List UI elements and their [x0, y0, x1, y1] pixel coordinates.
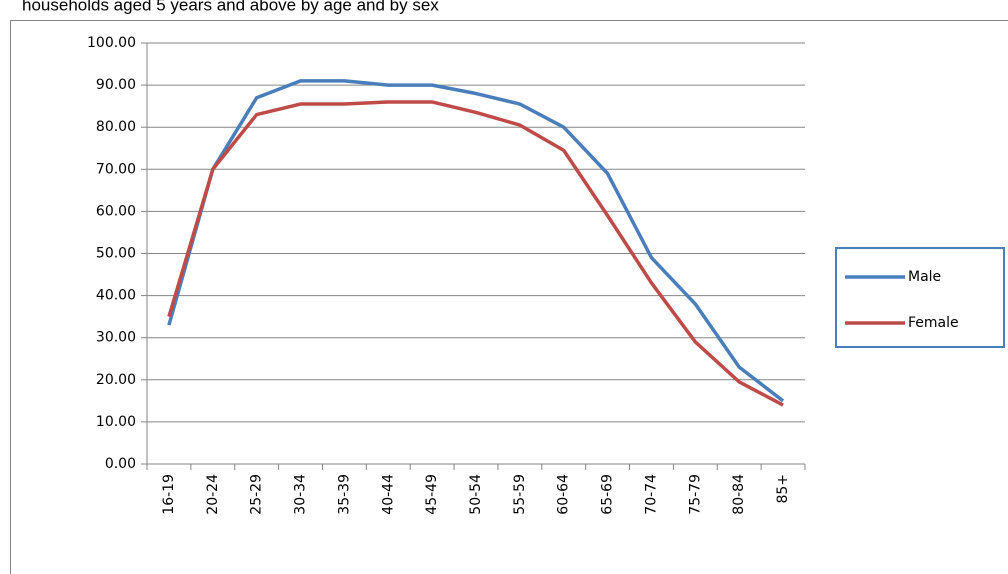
x-tick-label: 80-84	[731, 474, 747, 515]
y-tick-label: 30.00	[96, 330, 136, 346]
y-tick-label: 70.00	[96, 161, 136, 177]
y-tick-label: 100.00	[87, 35, 136, 51]
x-tick-label: 35-39	[336, 474, 352, 515]
x-tick-label: 85+	[775, 474, 791, 504]
chart-title: households aged 5 years and above by age…	[22, 0, 439, 14]
x-tick-label: 75-79	[687, 474, 703, 515]
legend-box	[835, 247, 1005, 348]
legend-label: Female	[908, 315, 959, 331]
y-tick-label: 40.00	[96, 288, 136, 304]
series-line	[167, 79, 785, 403]
y-tick-label: 20.00	[96, 372, 136, 388]
x-tick-label: 55-59	[512, 474, 528, 515]
x-tick-label: 40-44	[380, 474, 396, 515]
x-tick-label: 45-49	[424, 474, 440, 515]
x-tick-label: 70-74	[643, 474, 659, 515]
x-tick-label: 20-24	[205, 474, 221, 515]
y-tick-label: 80.00	[96, 119, 136, 135]
x-tick-label: 30-34	[293, 474, 309, 515]
series-line	[167, 100, 784, 407]
x-tick-label: 60-64	[556, 474, 572, 515]
y-tick-label: 50.00	[96, 246, 136, 262]
x-tick-label: 16-19	[161, 474, 177, 515]
y-tick-label: 90.00	[96, 77, 136, 93]
y-tick-label: 10.00	[96, 414, 136, 430]
x-tick-label: 50-54	[468, 474, 484, 515]
y-tick-label: 60.00	[96, 203, 136, 219]
x-tick-label: 65-69	[600, 474, 616, 515]
y-tick-label: 0.00	[105, 456, 136, 472]
x-tick-label: 25-29	[249, 474, 265, 515]
legend-label: Male	[908, 269, 941, 285]
